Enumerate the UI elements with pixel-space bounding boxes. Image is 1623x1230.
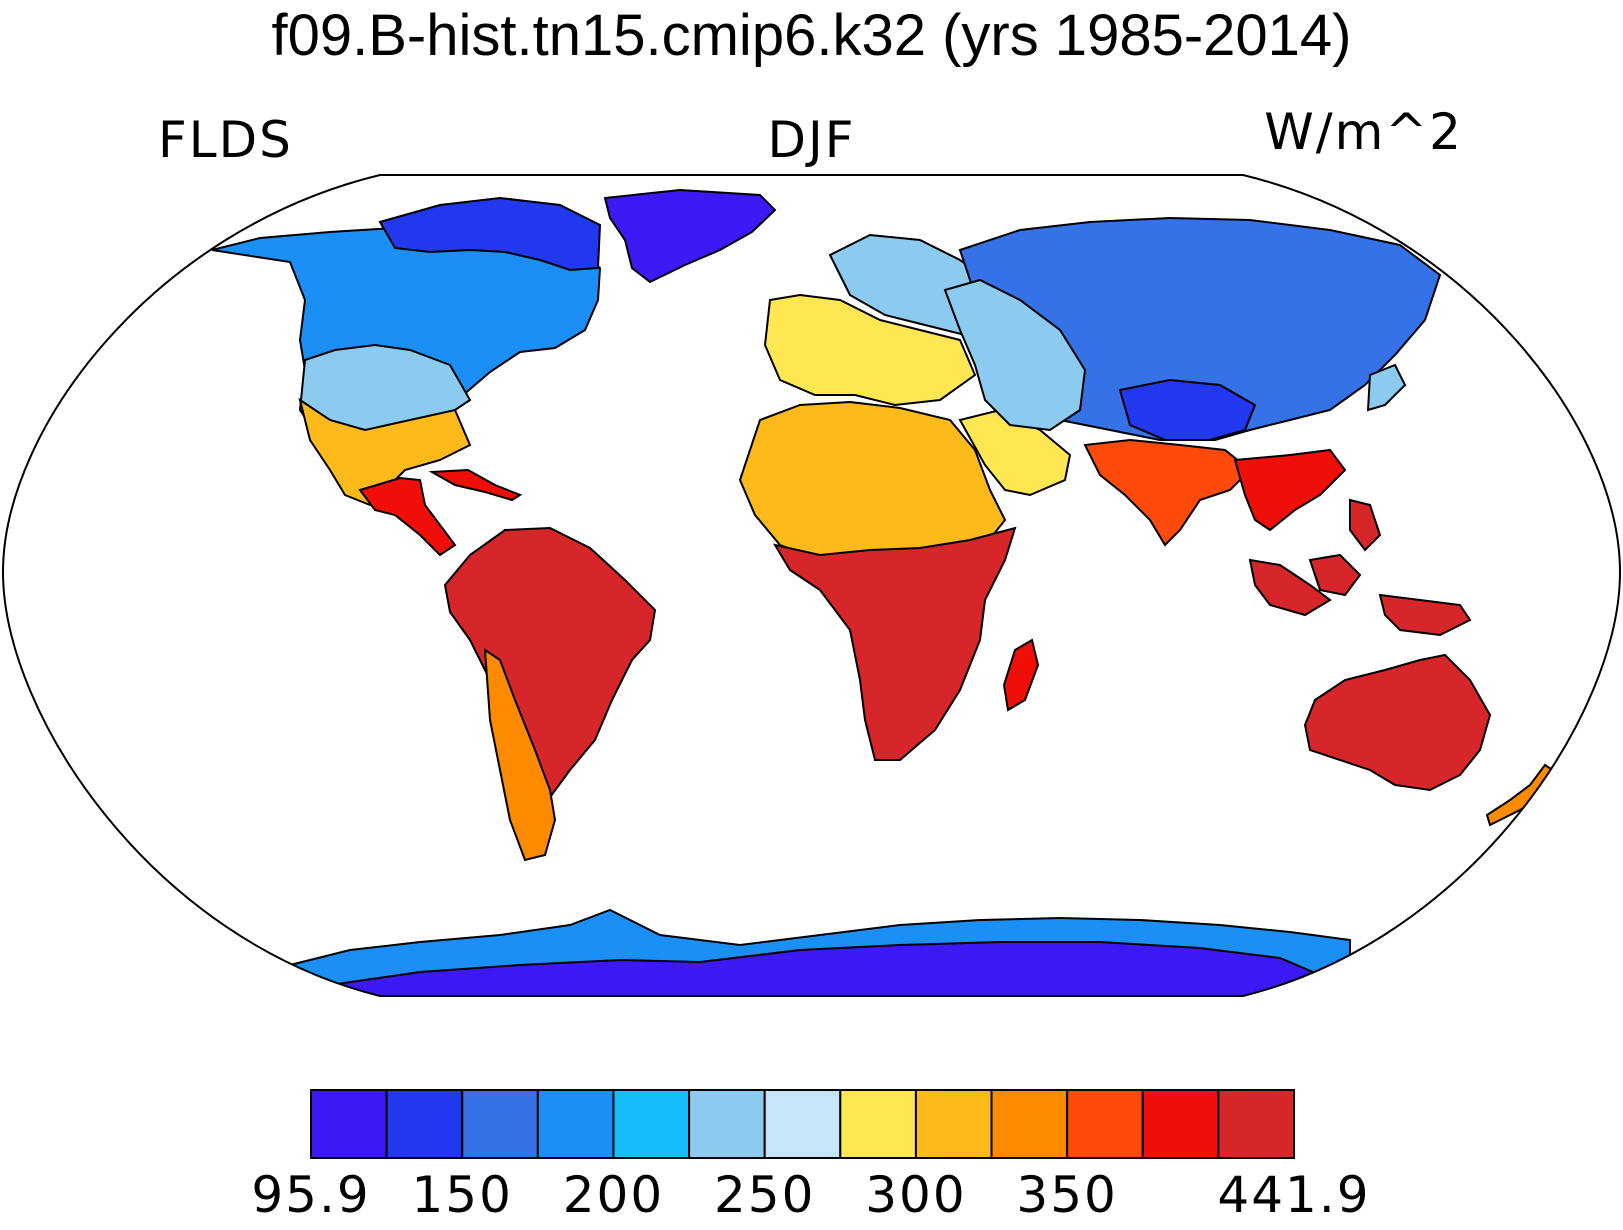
africa-south — [772, 526, 1017, 761]
tibet — [1118, 378, 1257, 441]
colorbar-tick-label: 95.9 — [251, 1166, 371, 1224]
maritime-continent — [1248, 498, 1472, 637]
colorbar-tick-label: 350 — [1016, 1166, 1118, 1224]
map-title: f09.B-hist.tn15.cmip6.k32 (yrs 1985-2014… — [271, 3, 1352, 68]
south-america — [443, 526, 657, 802]
southeast-asia — [1233, 448, 1347, 532]
colorbar-tick-label: 200 — [562, 1166, 665, 1224]
colorbar-swatch — [612, 1089, 691, 1159]
land-group — [211, 188, 1562, 996]
japan — [1366, 363, 1407, 412]
colorbar-swatch — [1066, 1089, 1144, 1159]
colorbar-swatch — [385, 1089, 464, 1159]
units-label: W/m^2 — [1264, 103, 1463, 161]
colorbar-swatch — [310, 1089, 388, 1159]
north-america-south — [298, 397, 472, 507]
colorbar-tick-labels: 95.9 150 200 250 300 350 441.9 — [0, 1170, 1623, 1230]
greenland — [603, 188, 777, 284]
new-zealand — [1485, 763, 1562, 827]
variable-label: FLDS — [158, 111, 293, 169]
central-america — [358, 476, 457, 557]
colorbar — [310, 1089, 1296, 1159]
colorbar-swatch — [763, 1089, 842, 1159]
north-america-arctic — [378, 196, 602, 272]
madagascar — [1002, 638, 1040, 712]
central-asia — [943, 278, 1087, 432]
south-asia — [1083, 438, 1252, 547]
colorbar-swatch — [461, 1089, 539, 1159]
colorbar-swatch — [1141, 1089, 1220, 1159]
colorbar-tick-label: 441.9 — [1217, 1166, 1371, 1224]
europe-south — [763, 293, 977, 407]
colorbar-tick-label: 150 — [411, 1166, 513, 1224]
colorbar-swatch — [688, 1089, 766, 1159]
caribbean — [428, 468, 523, 502]
colorbar-swatch — [536, 1089, 615, 1159]
colorbar-tick-label: 300 — [865, 1166, 967, 1224]
colorbar-swatch — [914, 1089, 993, 1159]
colorbar-tick-label: 250 — [713, 1166, 816, 1224]
australia — [1303, 653, 1492, 792]
south-america-andes — [483, 648, 557, 862]
map-boundary — [1, 174, 1622, 997]
season-label: DJF — [767, 111, 856, 169]
colorbar-swatch — [990, 1089, 1069, 1159]
colorbar-swatch — [1217, 1089, 1296, 1159]
colorbar-swatch — [839, 1089, 917, 1159]
